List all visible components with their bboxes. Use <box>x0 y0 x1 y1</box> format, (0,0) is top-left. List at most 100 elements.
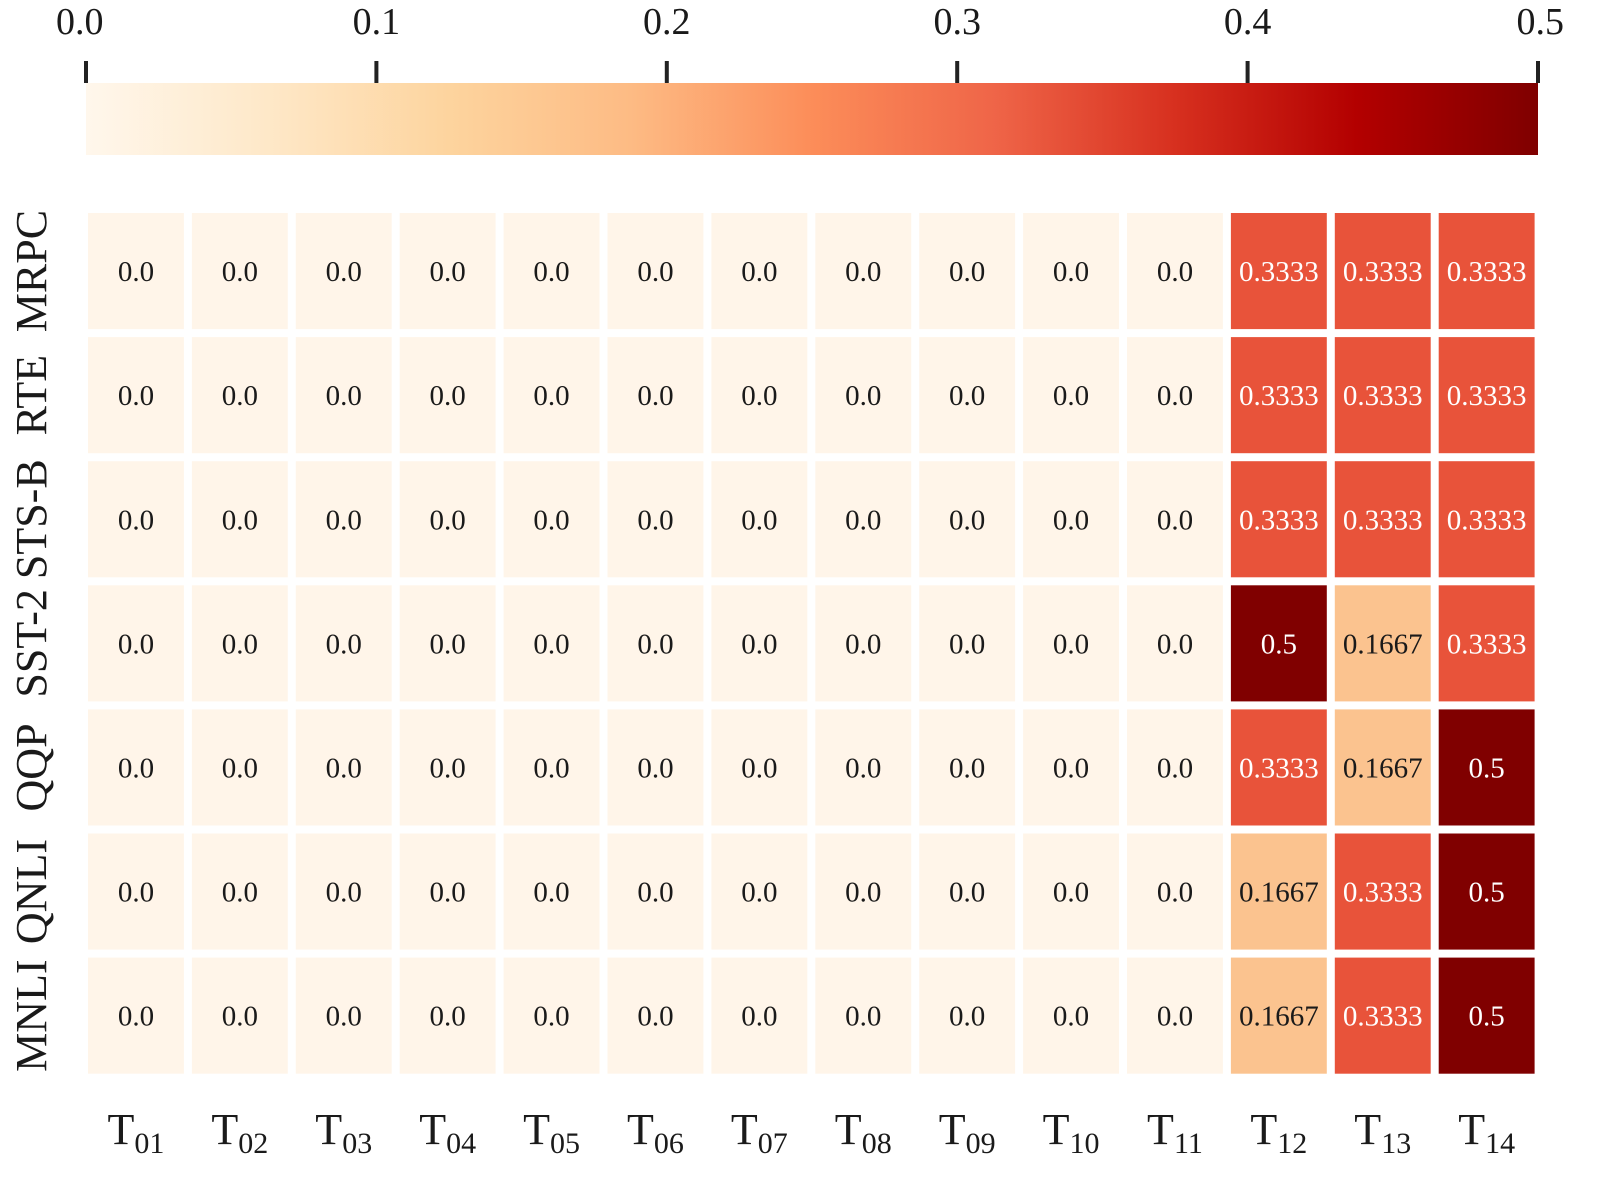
cell-value-label: 0.0 <box>741 628 777 660</box>
colorbar-tick-label: 0.3 <box>933 1 981 43</box>
cell-value-label: 0.0 <box>949 256 985 288</box>
cell-value-label: 0.0 <box>1157 628 1193 660</box>
heatmap-cell <box>711 957 808 1074</box>
cell-value-label: 0.0 <box>118 380 154 412</box>
cell-value-label: 0.0 <box>118 628 154 660</box>
column-label: T14 <box>1458 1105 1515 1160</box>
cell-value-label: 0.0 <box>430 504 466 536</box>
heatmap-cell <box>1230 213 1327 330</box>
heatmap-cell <box>1438 461 1535 578</box>
column-label: T06 <box>627 1105 684 1160</box>
cell-value-label: 0.0 <box>1053 504 1089 536</box>
column-label: T05 <box>523 1105 580 1160</box>
heatmap-cell <box>399 709 496 826</box>
heatmap-cell <box>1127 461 1223 578</box>
row-label: RTE <box>7 355 56 435</box>
heatmap-cell <box>399 585 496 702</box>
cell-value-label: 0.1667 <box>1239 1001 1319 1033</box>
column-label: T12 <box>1250 1105 1307 1160</box>
heatmap-cell <box>1438 585 1535 702</box>
heatmap-cell <box>1230 957 1327 1074</box>
heatmap-cell <box>191 709 288 826</box>
row-label: MRPC <box>7 210 56 332</box>
cell-value-label: 0.3333 <box>1447 504 1527 536</box>
heatmap-cell <box>919 461 1016 578</box>
heatmap-cell <box>919 709 1016 826</box>
heatmap-cell <box>1023 833 1119 950</box>
cell-value-label: 0.0 <box>430 1001 466 1033</box>
heatmap-cell <box>1438 213 1535 330</box>
cell-value-label: 0.0 <box>741 380 777 412</box>
cell-value-label: 0.0 <box>326 752 362 784</box>
cell-value-label: 0.0 <box>845 256 881 288</box>
heatmap-cell <box>88 833 184 950</box>
cell-value-label: 0.5 <box>1469 752 1505 784</box>
heatmap-cell <box>399 213 496 330</box>
heatmap-cell <box>191 213 288 330</box>
cell-value-label: 0.0 <box>1157 1001 1193 1033</box>
heatmap-cell <box>711 337 808 454</box>
cell-value-label: 0.0 <box>118 256 154 288</box>
column-label: T01 <box>108 1105 165 1160</box>
heatmap-cell <box>1127 833 1223 950</box>
cell-value-label: 0.0 <box>1053 256 1089 288</box>
heatmap-cell <box>711 461 808 578</box>
cell-value-label: 0.0 <box>430 256 466 288</box>
cell-value-label: 0.0 <box>326 628 362 660</box>
cell-value-label: 0.0 <box>949 877 985 909</box>
heatmap-cell <box>191 957 288 1074</box>
cell-value-label: 0.0 <box>741 1001 777 1033</box>
heatmap-cell <box>607 957 704 1074</box>
column-labels: T01 T02 T03 T04 T05 T06 T07 T08 T09 T10 T11 T12 T13 T… <box>108 1105 1516 1160</box>
cell-value-label: 0.0 <box>741 256 777 288</box>
cell-value-label: 0.5 <box>1469 1001 1505 1033</box>
heatmap-cell <box>919 585 1016 702</box>
heatmap-cell <box>503 833 600 950</box>
cell-value-label: 0.0 <box>845 752 881 784</box>
cell-value-label: 0.0 <box>430 752 466 784</box>
cell-value-label: 0.0 <box>1053 752 1089 784</box>
heatmap-cell <box>1334 585 1431 702</box>
heatmap-cell <box>295 337 392 454</box>
colorbar-gradient-bar <box>86 83 1538 155</box>
cell-value-label: 0.0 <box>222 877 258 909</box>
cell-value-label: 0.1667 <box>1343 628 1423 660</box>
heatmap-cell <box>503 337 600 454</box>
row-label: MNLI <box>7 959 56 1071</box>
cell-value-label: 0.0 <box>845 877 881 909</box>
row-label: SST-2 <box>7 589 56 697</box>
column-label: T03 <box>315 1105 372 1160</box>
heatmap-cell <box>815 213 912 330</box>
cell-value-label: 0.0 <box>949 752 985 784</box>
heatmap-cell <box>1230 337 1327 454</box>
heatmap-cell <box>1334 461 1431 578</box>
heatmap-cell <box>88 461 184 578</box>
heatmap-cell <box>295 957 392 1074</box>
cell-value-label: 0.0 <box>118 877 154 909</box>
heatmap-cell <box>607 585 704 702</box>
cell-value-label: 0.0 <box>326 380 362 412</box>
heatmap-cell <box>1023 461 1119 578</box>
cell-value-label: 0.3333 <box>1343 504 1423 536</box>
heatmap-cell <box>1023 585 1119 702</box>
column-label: T10 <box>1043 1105 1100 1160</box>
heatmap-cell <box>919 833 1016 950</box>
cell-value-label: 0.0 <box>949 380 985 412</box>
heatmap-cell <box>295 833 392 950</box>
cell-value-label: 0.1667 <box>1343 752 1423 784</box>
heatmap-cell <box>88 585 184 702</box>
cell-value-label: 0.0 <box>949 628 985 660</box>
heatmap-cell <box>607 461 704 578</box>
heatmap-cell <box>815 337 912 454</box>
cell-value-label: 0.0 <box>118 1001 154 1033</box>
heatmap-cell <box>1438 709 1535 826</box>
cell-value-label: 0.0 <box>1053 380 1089 412</box>
heatmap-cells: 0.0 0.0 0.0 0.0 0.0 0.0 0.0 0.0 0.0 0.0 0.0 0.3333 0… <box>88 213 1535 1074</box>
heatmap-cell <box>1023 337 1119 454</box>
cell-value-label: 0.0 <box>637 504 673 536</box>
cell-value-label: 0.1667 <box>1239 877 1319 909</box>
heatmap-cell <box>815 709 912 826</box>
heatmap-cell <box>1127 213 1223 330</box>
heatmap-cell <box>399 461 496 578</box>
